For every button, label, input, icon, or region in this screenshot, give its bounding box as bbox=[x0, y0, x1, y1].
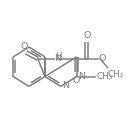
Text: O: O bbox=[73, 76, 80, 85]
Text: O: O bbox=[83, 31, 91, 40]
Text: CH₃: CH₃ bbox=[96, 72, 112, 81]
Text: O: O bbox=[99, 54, 106, 63]
Text: N: N bbox=[78, 72, 85, 81]
Text: H: H bbox=[55, 52, 62, 61]
Text: CH₃: CH₃ bbox=[108, 70, 124, 79]
Text: N: N bbox=[54, 54, 61, 63]
Text: O: O bbox=[21, 41, 28, 51]
Text: N: N bbox=[62, 81, 69, 90]
